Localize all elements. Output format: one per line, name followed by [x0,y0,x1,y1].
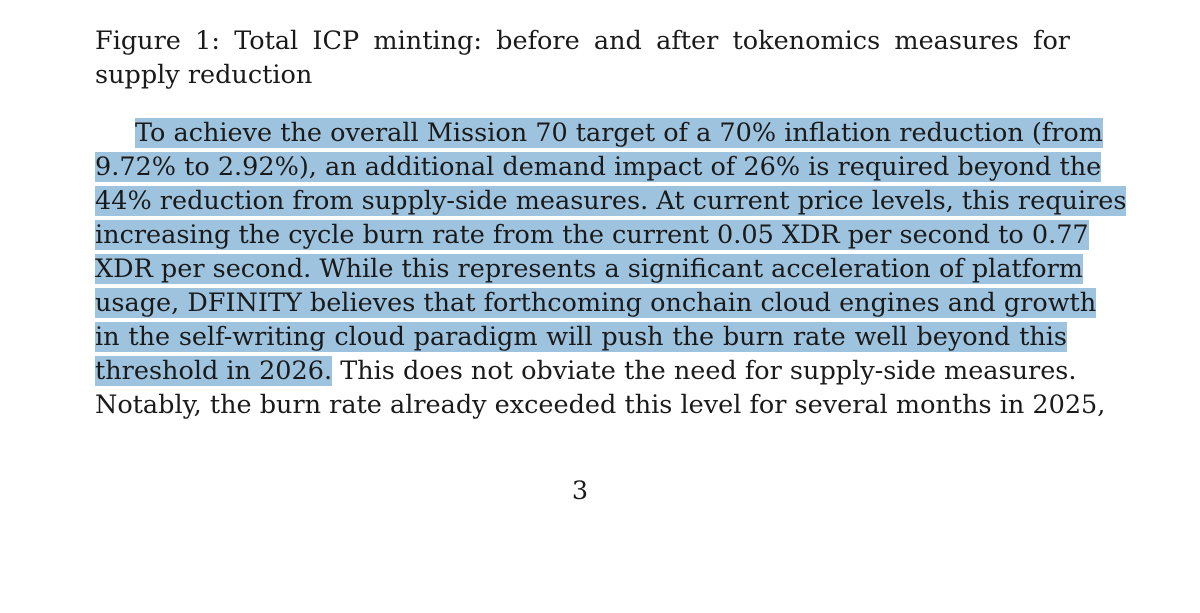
paragraph-line[interactable]: increasing the cycle burn rate from the … [95,218,1089,252]
highlighted-text[interactable]: XDR per second. While this represents a … [95,254,1083,284]
figure-caption: Figure 1: Total ICP minting: before and … [95,26,1070,90]
paragraph-line[interactable]: in the self-writing cloud paradigm will … [95,320,1067,354]
paragraph-line[interactable]: XDR per second. While this represents a … [95,252,1083,286]
page-number: 3 [571,476,589,506]
paragraph-line[interactable]: threshold in 2026. This does not obviate… [95,354,1077,388]
highlighted-text[interactable]: threshold in 2026. [95,356,333,386]
highlighted-text[interactable]: To achieve the overall Mission 70 target… [135,118,1103,148]
paragraph-line[interactable]: 44% reduction from supply-side measures.… [95,184,1127,218]
plain-text[interactable]: Notably, the burn rate already exceeded … [95,390,1106,420]
paragraph-line[interactable]: Notably, the burn rate already exceeded … [95,388,1105,422]
highlighted-text[interactable]: increasing the cycle burn rate from the … [95,220,1089,250]
highlighted-text[interactable]: in the self-writing cloud paradigm will … [95,322,1067,352]
plain-text[interactable]: This does not obviate the need for suppl… [332,356,1077,386]
paragraph-line[interactable]: usage, DFINITY believes that forthcoming… [95,286,1097,320]
paragraph-line[interactable]: 9.72% to 2.92%), an additional demand im… [95,150,1102,184]
highlighted-text[interactable]: 9.72% to 2.92%), an additional demand im… [95,152,1102,182]
highlighted-text[interactable]: usage, DFINITY believes that forthcoming… [95,288,1097,318]
body-paragraph: To achieve the overall Mission 70 target… [95,116,1127,422]
highlighted-text[interactable]: 44% reduction from supply-side measures.… [95,186,1127,216]
paragraph-line[interactable]: To achieve the overall Mission 70 target… [95,116,1103,150]
